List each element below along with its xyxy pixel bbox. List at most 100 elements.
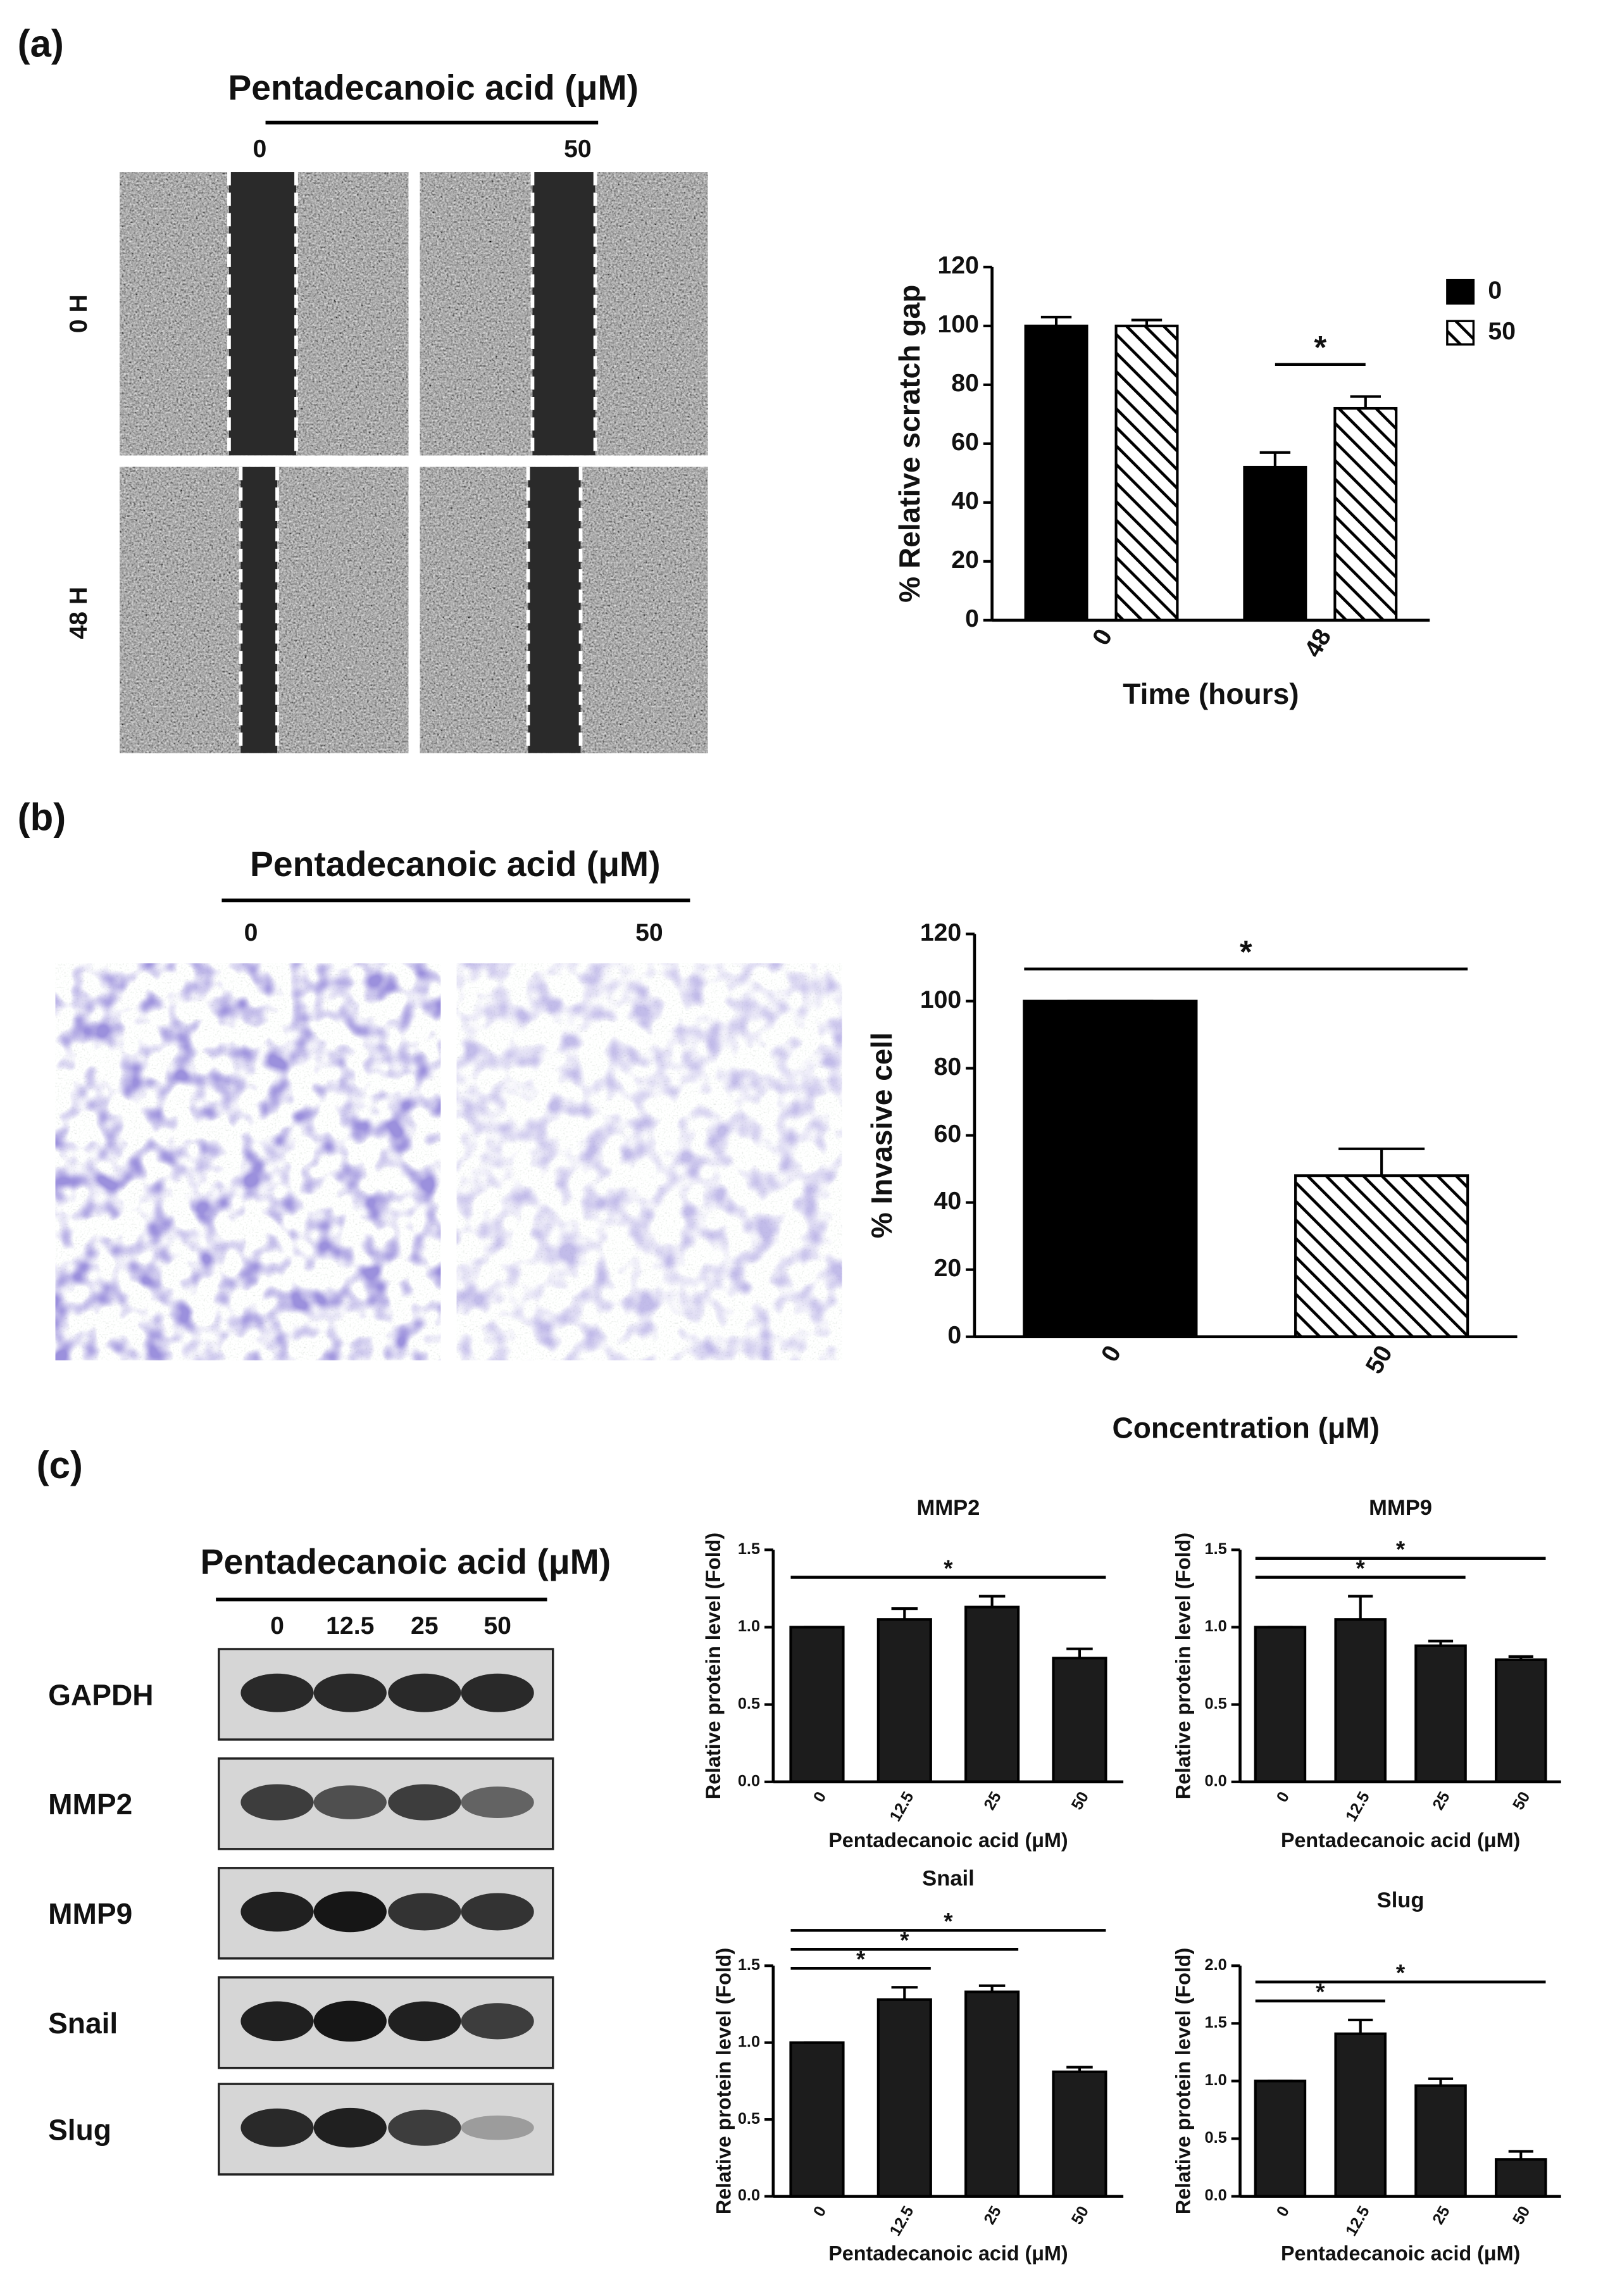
y-tick-label: 0.0 bbox=[738, 1772, 760, 1790]
y-tick-label: 1.0 bbox=[738, 2033, 760, 2050]
dose-label: 0 bbox=[253, 135, 266, 163]
x-tick-label: 50 bbox=[1068, 2203, 1092, 2227]
blot-band bbox=[313, 1673, 387, 1712]
y-tick-label: 1.5 bbox=[1205, 1540, 1227, 1558]
error-bar bbox=[1428, 2077, 1454, 2086]
x-tick-label: 50 bbox=[1361, 1341, 1398, 1378]
x-tick-label: 0 bbox=[1273, 2203, 1293, 2219]
y-axis-label: % Relative scratch gap bbox=[893, 285, 926, 603]
error-bar bbox=[1348, 1595, 1373, 1620]
chart-title: MMP9 bbox=[1369, 1496, 1432, 1520]
protein-label: Snail bbox=[48, 2007, 118, 2040]
time-label: 0 H bbox=[65, 294, 92, 333]
y-tick-label: 1.5 bbox=[738, 1540, 760, 1558]
dose-label: 50 bbox=[635, 919, 663, 946]
significance-label: * bbox=[1240, 934, 1252, 970]
blot-band bbox=[461, 1673, 534, 1712]
y-tick-label: 40 bbox=[951, 487, 979, 515]
significance-label: * bbox=[944, 1909, 953, 1935]
significance-label: * bbox=[1316, 1979, 1325, 2005]
x-tick-label: 50 bbox=[1509, 2203, 1533, 2227]
x-tick-label: 48 bbox=[1299, 624, 1337, 662]
x-tick-label: 0 bbox=[1273, 1789, 1293, 1805]
y-tick-label: 1.0 bbox=[738, 1617, 760, 1635]
y-tick-label: 120 bbox=[920, 919, 961, 946]
blot-band bbox=[461, 2115, 534, 2140]
dose-label: 0 bbox=[270, 1612, 284, 1640]
x-tick-label: 25 bbox=[1429, 2203, 1453, 2227]
dose-label: 25 bbox=[411, 1612, 439, 1640]
legend-swatch bbox=[1446, 279, 1475, 305]
error-bar bbox=[1428, 1640, 1454, 1646]
bar bbox=[1495, 2158, 1547, 2198]
y-tick-label: 100 bbox=[937, 311, 978, 338]
blot-band bbox=[240, 2108, 314, 2147]
significance-label: * bbox=[1396, 1536, 1406, 1562]
significance-label: * bbox=[856, 1947, 866, 1973]
time-label: 48 H bbox=[65, 587, 92, 639]
x-tick-label: 25 bbox=[1429, 1789, 1453, 1813]
bar bbox=[876, 1998, 932, 2198]
error-bar bbox=[1066, 2066, 1093, 2072]
significance-label: * bbox=[944, 1555, 953, 1581]
stained-cells bbox=[55, 963, 441, 1360]
error-bar bbox=[1508, 2150, 1533, 2160]
protein-label: GAPDH bbox=[48, 1678, 153, 1711]
y-tick-label: 0.0 bbox=[1205, 1772, 1227, 1790]
significance-label: * bbox=[1314, 329, 1326, 365]
x-tick-label: 50 bbox=[1068, 1789, 1092, 1813]
blot-band bbox=[313, 1785, 387, 1819]
x-tick-label: 50 bbox=[1509, 1789, 1533, 1813]
bar bbox=[1024, 324, 1088, 622]
scratch-images bbox=[120, 172, 708, 753]
blot-band bbox=[313, 1891, 387, 1933]
y-tick-label: 60 bbox=[934, 1120, 962, 1148]
error-bar bbox=[1259, 451, 1291, 468]
y-tick-label: 20 bbox=[951, 546, 979, 574]
x-tick-label: 25 bbox=[980, 2203, 1004, 2227]
legend-label: 50 bbox=[1488, 318, 1516, 345]
blot-band bbox=[313, 2107, 387, 2148]
y-axis-label: Relative protein level (Fold) bbox=[712, 1948, 735, 2214]
blot-band bbox=[461, 2003, 534, 2040]
western-blots: 0 12.5 25 50 GAPDH MMP2 MMP9 Snail Slug bbox=[48, 1612, 554, 2176]
significance-label: * bbox=[1396, 1960, 1406, 1986]
error-bar bbox=[1066, 1647, 1093, 1659]
error-bar bbox=[1508, 1655, 1533, 1660]
blot-band bbox=[240, 2001, 314, 2042]
scratch-gap bbox=[528, 467, 581, 753]
bar bbox=[1023, 1000, 1198, 1338]
y-tick-label: 0 bbox=[965, 605, 979, 632]
error-bar bbox=[1350, 395, 1381, 409]
y-tick-label: 80 bbox=[934, 1053, 962, 1081]
bar bbox=[964, 1605, 1020, 1783]
x-tick-label: 12.5 bbox=[887, 1789, 918, 1825]
error-bar bbox=[891, 1607, 918, 1620]
y-axis-label: Relative protein level (Fold) bbox=[702, 1533, 725, 1799]
y-tick-label: 1.5 bbox=[1205, 2014, 1227, 2031]
y-tick-label: 1.5 bbox=[738, 1956, 760, 1974]
error-bar bbox=[1338, 1147, 1425, 1176]
treatment-label: Pentadecanoic acid (μM) bbox=[250, 844, 661, 884]
bar bbox=[1333, 406, 1398, 622]
y-tick-label: 0 bbox=[947, 1322, 961, 1349]
stained-cells bbox=[456, 963, 842, 1360]
blot-band bbox=[388, 1784, 461, 1821]
x-axis-label: Pentadecanoic acid (μM) bbox=[1281, 2242, 1520, 2264]
y-tick-label: 100 bbox=[920, 986, 961, 1013]
bar bbox=[1334, 1618, 1387, 1783]
dose-label: 0 bbox=[244, 919, 258, 946]
x-tick-label: 12.5 bbox=[1342, 2203, 1373, 2239]
error-bar bbox=[1348, 2018, 1373, 2034]
x-tick-label: 12.5 bbox=[1342, 1789, 1373, 1825]
y-tick-label: 120 bbox=[937, 252, 978, 279]
bar bbox=[1243, 465, 1307, 622]
y-tick-label: 0.5 bbox=[738, 1695, 760, 1712]
chart-title: Snail bbox=[922, 1866, 975, 1890]
bar bbox=[876, 1618, 932, 1783]
x-tick-label: 0 bbox=[1096, 1341, 1126, 1366]
error-bar bbox=[978, 1984, 1006, 1992]
blot-band bbox=[388, 1673, 461, 1712]
panel-label: (c) bbox=[37, 1444, 83, 1486]
